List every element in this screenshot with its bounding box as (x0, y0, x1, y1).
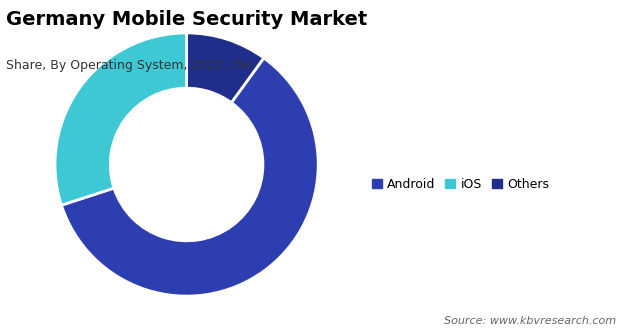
Wedge shape (187, 33, 264, 103)
Text: Source: www.kbvresearch.com: Source: www.kbvresearch.com (443, 316, 616, 326)
Wedge shape (62, 58, 318, 296)
Text: Share, By Operating System, 2022, (%): Share, By Operating System, 2022, (%) (6, 59, 253, 72)
Text: Germany Mobile Security Market: Germany Mobile Security Market (6, 10, 368, 29)
Wedge shape (55, 33, 187, 205)
Legend: Android, iOS, Others: Android, iOS, Others (367, 173, 554, 196)
